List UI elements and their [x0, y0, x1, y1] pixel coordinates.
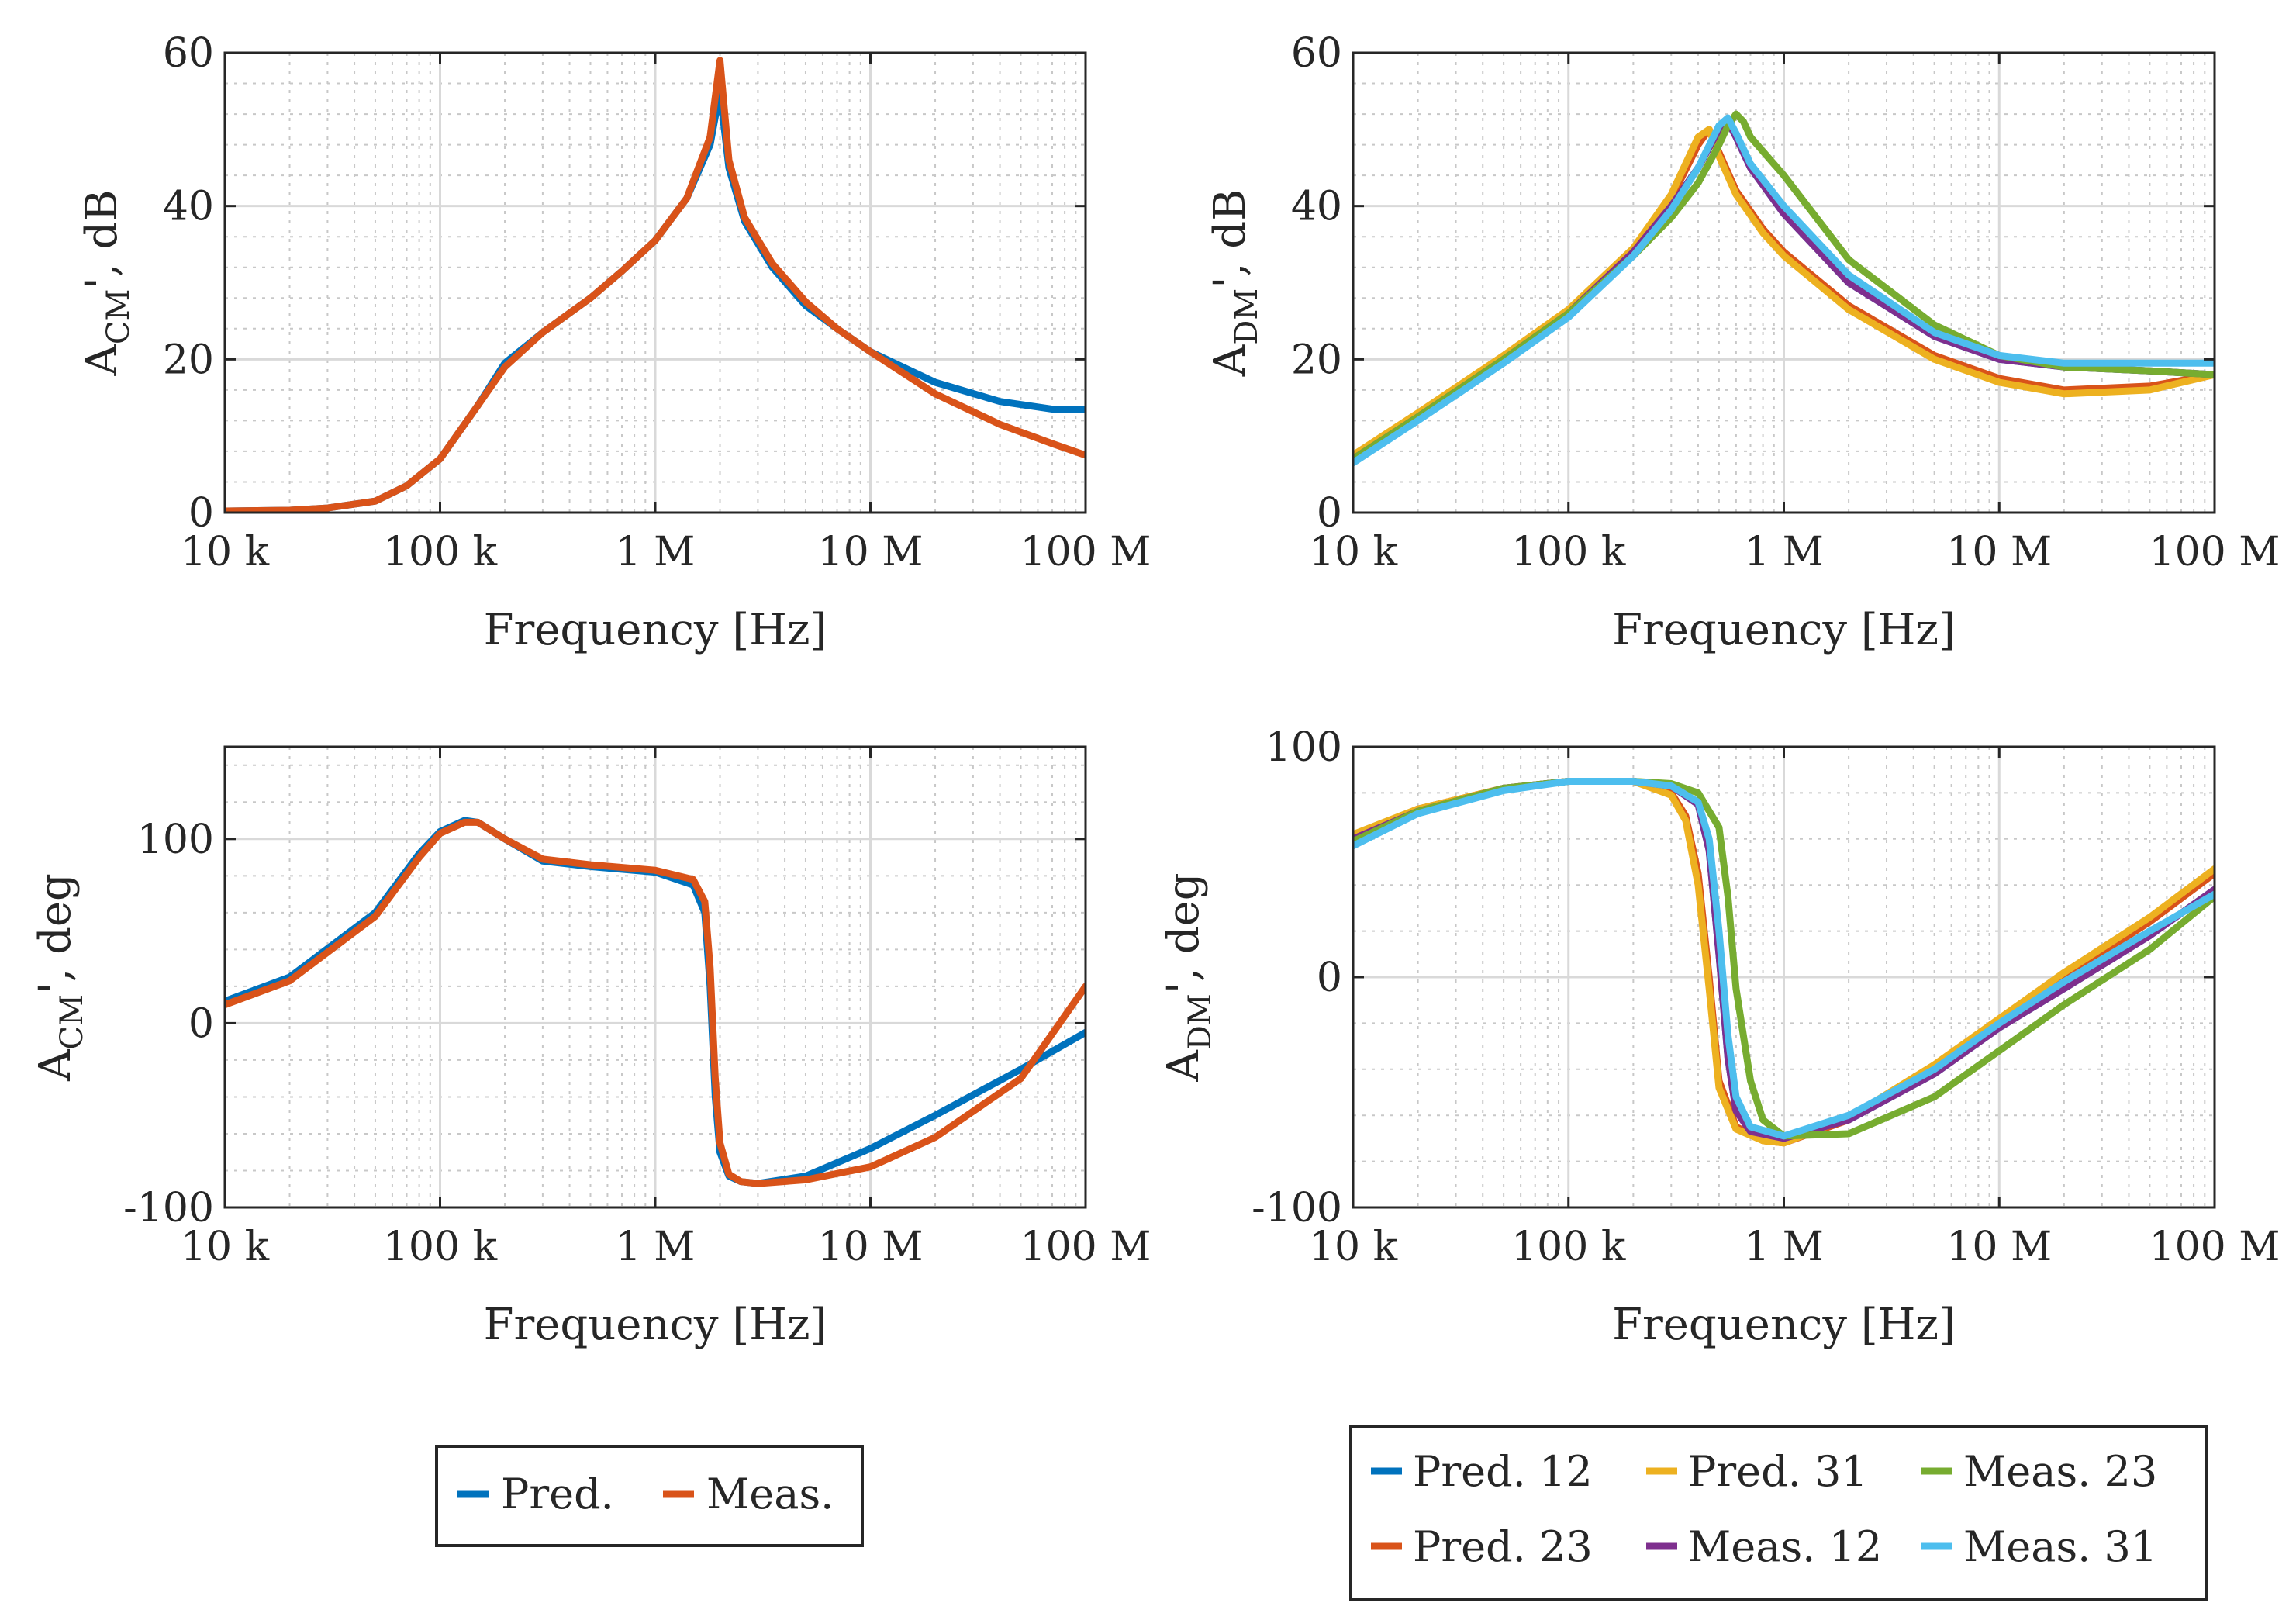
y-tick-label: 20	[1291, 337, 1342, 383]
chart-panel-cm-mag: 10 k 100 k 1 M 10 M 100 M 0 20 40 60 Frequency [H…	[77, 30, 1151, 655]
x-axis-label: Frequency [Hz]	[1612, 605, 1956, 655]
y-axis-label-main: A	[30, 1049, 81, 1082]
x-tick-label: 100 k	[1511, 1224, 1626, 1270]
tick-marks	[1352, 51, 2216, 514]
y-axis-label-unit: ', dB	[1205, 189, 1255, 288]
x-tick-label: 1 M	[1744, 529, 1824, 575]
y-axis-label: ADM', dB	[1205, 189, 1265, 377]
y-tick-label: 60	[163, 30, 214, 77]
x-tick-label: 100 M	[2149, 529, 2280, 575]
tick-marks	[1352, 745, 2216, 1209]
series-line-meas-31	[1353, 778, 2215, 1140]
legend-label: Meas. 12	[1688, 1522, 1882, 1571]
tick-marks	[223, 51, 1087, 514]
series-line-meas	[225, 818, 1086, 1187]
legend-dm: Pred. 12 Pred. 31 Meas. 23 Pred. 23 Meas. 12…	[1349, 1425, 2208, 1601]
y-tick-label: 0	[1317, 490, 1342, 537]
x-tick-label: 10 M	[818, 529, 924, 575]
x-tick-label: 10 M	[818, 1224, 924, 1270]
legend-cm-box	[435, 1445, 864, 1547]
x-tick-label: 10 k	[1309, 1224, 1398, 1270]
legend-label: Pred. 23	[1413, 1522, 1593, 1571]
y-tick-label: 100	[1265, 724, 1342, 771]
y-tick-label: -100	[123, 1185, 214, 1231]
y-axis-label-unit: ', dB	[77, 189, 127, 288]
legend-label: Pred. 31	[1688, 1447, 1868, 1496]
y-tick-label: 0	[188, 1000, 214, 1047]
y-axis-label: ADM', deg	[1158, 872, 1218, 1082]
y-axis-label-unit: ', deg	[30, 873, 81, 994]
tick-marks	[223, 747, 1087, 1209]
x-tick-label: 10 k	[181, 1224, 270, 1270]
legend-label: Pred. 12	[1413, 1447, 1593, 1496]
y-axis-label: ACM', deg	[30, 873, 90, 1082]
y-tick-label: 20	[163, 337, 214, 383]
y-axis-label-main: A	[1158, 1050, 1209, 1083]
legend-label: Meas. 31	[1963, 1522, 2157, 1571]
y-tick-label: 40	[1291, 184, 1342, 230]
minor-grid	[225, 747, 1086, 1207]
x-tick-label: 100 M	[2149, 1224, 2280, 1270]
y-axis-label: ACM', dB	[77, 189, 136, 376]
x-tick-label: 100 k	[1511, 529, 1626, 575]
y-tick-label: 0	[188, 490, 214, 537]
x-tick-label: 10 k	[1309, 529, 1398, 575]
series-line-meas-31	[1353, 114, 2215, 467]
legend-cm: Pred. Meas.	[435, 1445, 864, 1547]
legend-label: Pred.	[501, 1470, 614, 1518]
x-axis-label: Frequency [Hz]	[484, 605, 827, 655]
legend-dm-box	[1349, 1425, 2208, 1601]
legend-label: Meas.	[706, 1470, 834, 1518]
x-tick-label: 1 M	[616, 529, 696, 575]
x-tick-label: 100 M	[1020, 529, 1151, 575]
y-tick-label: 100	[137, 817, 214, 863]
y-tick-label: 0	[1317, 955, 1342, 1001]
y-axis-label-sub: DM	[1229, 288, 1265, 345]
x-axis-label: Frequency [Hz]	[1612, 1300, 1956, 1350]
x-tick-label: 10 M	[1946, 529, 2052, 575]
y-tick-label: 40	[163, 184, 214, 230]
y-axis-label-sub: DM	[1183, 993, 1218, 1050]
x-tick-label: 100 M	[1020, 1224, 1151, 1270]
series-group	[225, 57, 1086, 513]
x-tick-label: 10 k	[181, 529, 270, 575]
y-axis-label-unit: ', deg	[1158, 872, 1209, 993]
legend-label: Meas. 23	[1963, 1447, 2157, 1496]
y-axis-label-main: A	[1205, 344, 1255, 377]
chart-panel-dm-phase: 10 k 100 k 1 M 10 M 100 M -100 0 100 Frequency […	[1158, 724, 2280, 1350]
y-axis-label-sub: CM	[54, 994, 90, 1050]
series-group	[1353, 778, 2215, 1147]
y-tick-label: -100	[1252, 1185, 1342, 1231]
series-group	[225, 817, 1086, 1187]
y-tick-label: 60	[1291, 30, 1342, 77]
x-tick-label: 10 M	[1946, 1224, 2052, 1270]
x-tick-label: 1 M	[616, 1224, 696, 1270]
x-tick-label: 1 M	[1744, 1224, 1824, 1270]
x-tick-label: 100 k	[383, 1224, 498, 1270]
chart-panel-cm-phase: 10 k 100 k 1 M 10 M 100 M -100 0 100 Frequency […	[30, 745, 1151, 1350]
y-axis-label-sub: CM	[101, 288, 136, 344]
series-group	[1353, 110, 2215, 467]
series-line-meas	[225, 57, 1086, 513]
x-axis-label: Frequency [Hz]	[484, 1300, 827, 1350]
chart-panel-dm-mag: 10 k 100 k 1 M 10 M 100 M 0 20 40 60 Frequency [H…	[1205, 30, 2280, 655]
x-tick-label: 100 k	[383, 529, 498, 575]
y-axis-label-main: A	[77, 344, 127, 377]
